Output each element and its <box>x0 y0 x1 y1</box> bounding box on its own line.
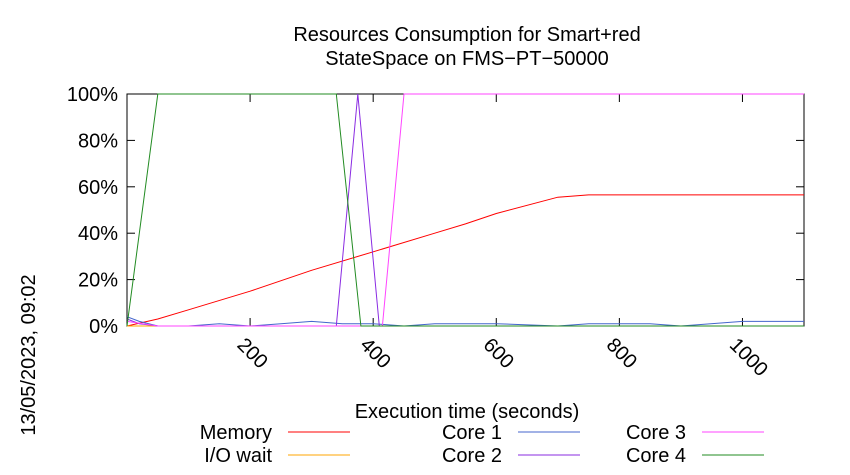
y-tick-label: 40% <box>78 223 118 245</box>
series-line-core-2 <box>126 93 804 327</box>
y-tick-label: 80% <box>78 130 118 152</box>
legend-label: Core 4 <box>626 445 686 467</box>
y-tick-label: 20% <box>78 270 118 292</box>
y-tick-label: 100% <box>67 84 118 106</box>
x-tick-label: 400 <box>356 334 395 373</box>
legend-label: Core 3 <box>626 422 686 444</box>
legend-label: Core 1 <box>442 422 502 444</box>
y-tick-label: 60% <box>78 177 118 199</box>
y-tick-label: 0% <box>89 316 118 338</box>
x-axis-label: Execution time (seconds) <box>355 401 580 423</box>
x-tick-label: 200 <box>233 334 272 373</box>
series-line-core-1 <box>126 316 804 327</box>
series-lines <box>126 93 804 327</box>
legend-label: Core 2 <box>442 445 502 467</box>
x-tick-label: 1000 <box>725 334 772 381</box>
chart-title: Resources Consumption for Smart+red Stat… <box>293 24 640 70</box>
series-line-core-4 <box>126 93 804 327</box>
chart-title-line-1: Resources Consumption for Smart+red <box>293 24 640 46</box>
y-axis-ticks: 0% 20% 40% 60% 80% 100% <box>67 84 804 338</box>
plot-area-frame <box>126 93 805 327</box>
series-line-core-3 <box>126 93 804 327</box>
timestamp-label: 13/05/2023, 09:02 <box>18 274 40 435</box>
x-axis-ticks: 200 400 600 800 1000 <box>233 94 772 381</box>
x-tick-label: 800 <box>602 334 641 373</box>
legend-label: Memory <box>200 422 272 444</box>
series-line-memory <box>126 194 804 327</box>
chart-title-line-2: StateSpace on FMS−PT−50000 <box>325 48 609 70</box>
x-tick-label: 600 <box>479 334 518 373</box>
legend-label: I/O wait <box>204 445 272 467</box>
